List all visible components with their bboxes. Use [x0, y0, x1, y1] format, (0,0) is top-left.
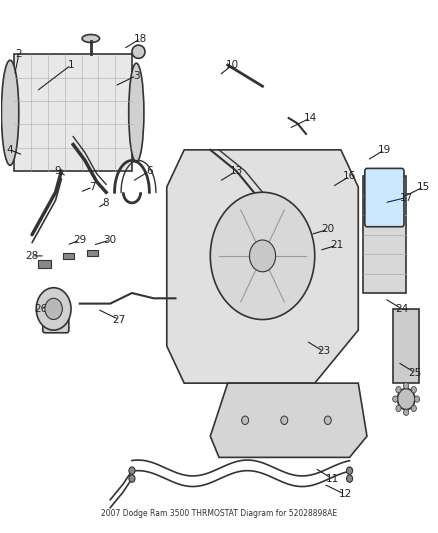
Text: 24: 24 — [395, 304, 408, 314]
Text: 13: 13 — [230, 166, 243, 176]
Text: 10: 10 — [226, 60, 239, 70]
Text: 3: 3 — [133, 70, 140, 80]
Text: 28: 28 — [25, 251, 39, 261]
Text: 20: 20 — [321, 224, 334, 235]
Circle shape — [411, 386, 417, 393]
Text: 15: 15 — [417, 182, 430, 192]
Text: 4: 4 — [7, 145, 14, 155]
Text: 26: 26 — [34, 304, 47, 314]
FancyBboxPatch shape — [64, 253, 74, 259]
Text: 12: 12 — [339, 489, 352, 499]
Text: 2: 2 — [15, 50, 22, 59]
Circle shape — [411, 405, 417, 411]
Text: 2007 Dodge Ram 3500 THRMOSTAT Diagram for 52028898AE: 2007 Dodge Ram 3500 THRMOSTAT Diagram fo… — [101, 510, 337, 519]
Circle shape — [397, 389, 415, 410]
Text: 6: 6 — [146, 166, 153, 176]
FancyBboxPatch shape — [39, 260, 51, 268]
Circle shape — [396, 386, 401, 393]
Text: 9: 9 — [55, 166, 61, 176]
Ellipse shape — [132, 45, 145, 59]
Circle shape — [346, 467, 353, 474]
Circle shape — [210, 192, 315, 319]
FancyBboxPatch shape — [363, 176, 406, 293]
Circle shape — [414, 396, 420, 402]
Text: 16: 16 — [343, 172, 356, 181]
Text: 7: 7 — [89, 182, 96, 192]
Circle shape — [45, 298, 62, 319]
Text: 18: 18 — [134, 34, 147, 44]
Ellipse shape — [82, 35, 99, 43]
Circle shape — [129, 475, 135, 482]
Circle shape — [242, 416, 249, 424]
Circle shape — [346, 475, 353, 482]
Ellipse shape — [129, 63, 144, 163]
Polygon shape — [393, 309, 419, 383]
Text: 14: 14 — [304, 113, 317, 123]
Ellipse shape — [1, 60, 19, 165]
Circle shape — [281, 416, 288, 424]
Polygon shape — [210, 383, 367, 457]
Text: 25: 25 — [408, 368, 421, 377]
Text: 27: 27 — [112, 314, 126, 325]
Circle shape — [36, 288, 71, 330]
Circle shape — [403, 383, 409, 389]
Text: 21: 21 — [330, 240, 343, 251]
Circle shape — [396, 405, 401, 411]
Text: 1: 1 — [68, 60, 74, 70]
Text: 23: 23 — [317, 346, 330, 357]
FancyBboxPatch shape — [87, 250, 98, 256]
Circle shape — [129, 467, 135, 474]
FancyBboxPatch shape — [365, 168, 404, 227]
Text: 11: 11 — [325, 474, 339, 483]
Text: 19: 19 — [378, 145, 391, 155]
Circle shape — [392, 396, 398, 402]
Text: 17: 17 — [399, 192, 413, 203]
FancyBboxPatch shape — [14, 54, 132, 171]
Text: 29: 29 — [73, 235, 86, 245]
Circle shape — [324, 416, 331, 424]
Circle shape — [403, 409, 409, 416]
Circle shape — [250, 240, 276, 272]
Text: 30: 30 — [104, 235, 117, 245]
Polygon shape — [167, 150, 358, 383]
FancyBboxPatch shape — [43, 312, 69, 333]
Text: 8: 8 — [102, 198, 109, 208]
